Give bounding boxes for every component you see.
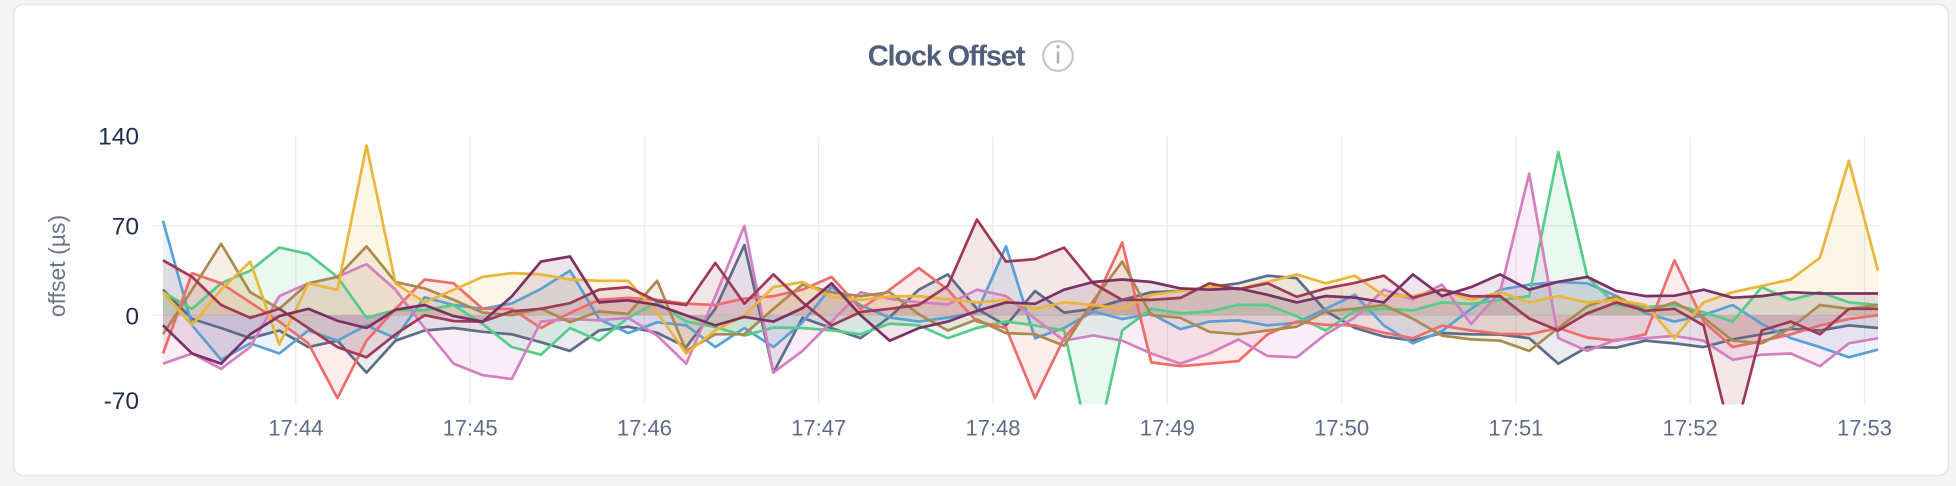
svg-text:17:44: 17:44 [268, 416, 323, 441]
svg-text:70: 70 [112, 214, 139, 241]
svg-text:0: 0 [125, 304, 139, 331]
svg-text:17:51: 17:51 [1488, 416, 1543, 441]
svg-text:17:47: 17:47 [791, 416, 846, 441]
svg-text:Clock Offset: Clock Offset [868, 41, 1026, 73]
svg-text:offset (µs): offset (µs) [44, 215, 70, 317]
svg-text:17:46: 17:46 [617, 416, 672, 441]
svg-text:17:49: 17:49 [1140, 416, 1195, 441]
svg-text:-70: -70 [104, 388, 139, 415]
svg-text:17:48: 17:48 [965, 416, 1020, 441]
svg-text:17:53: 17:53 [1837, 416, 1892, 441]
svg-text:140: 140 [98, 123, 139, 150]
svg-text:17:45: 17:45 [443, 416, 498, 441]
svg-text:17:52: 17:52 [1663, 416, 1718, 441]
svg-text:17:50: 17:50 [1314, 416, 1369, 441]
